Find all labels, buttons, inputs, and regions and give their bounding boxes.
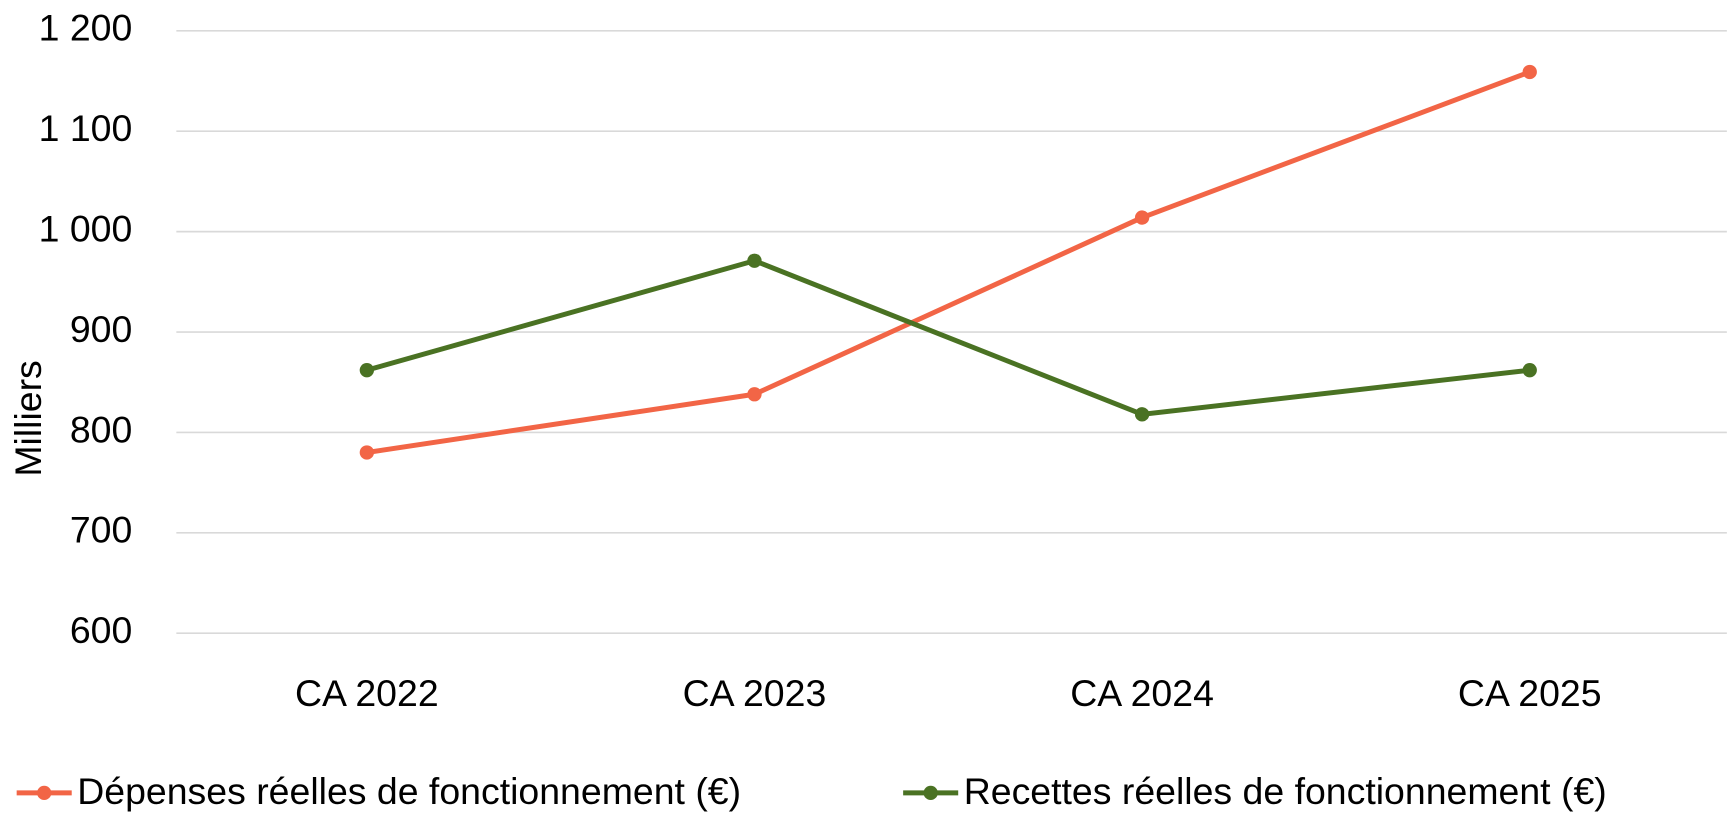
y-tick-label: 800 bbox=[70, 408, 132, 450]
y-axis-label: Milliers bbox=[7, 360, 49, 476]
data-point bbox=[1522, 64, 1537, 80]
data-point bbox=[1134, 407, 1150, 422]
legend-label: Recettes réelles de fonctionnement (€) bbox=[964, 770, 1607, 812]
series-line bbox=[366, 69, 1531, 455]
y-tick-label: 1 000 bbox=[39, 208, 133, 250]
y-tick-label: 700 bbox=[70, 509, 132, 551]
data-point bbox=[359, 363, 375, 378]
data-point bbox=[1522, 363, 1537, 378]
legend-marker bbox=[923, 785, 938, 801]
x-tick-label: CA 2023 bbox=[683, 672, 827, 714]
data-point bbox=[1134, 210, 1150, 225]
x-tick-label: CA 2025 bbox=[1458, 672, 1602, 714]
y-tick-label: 1 200 bbox=[39, 7, 133, 49]
legend-marker bbox=[37, 785, 52, 801]
y-tick-label: 1 100 bbox=[39, 107, 133, 149]
data-point bbox=[747, 387, 762, 402]
data-point bbox=[747, 253, 762, 268]
y-tick-label: 600 bbox=[70, 609, 132, 651]
x-tick-label: CA 2022 bbox=[295, 672, 439, 714]
data-point bbox=[359, 445, 375, 460]
x-tick-label: CA 2024 bbox=[1070, 672, 1214, 714]
legend-label: Dépenses réelles de fonctionnement (€) bbox=[77, 770, 741, 812]
series-line bbox=[366, 258, 1531, 417]
y-tick-label: 900 bbox=[70, 308, 132, 350]
